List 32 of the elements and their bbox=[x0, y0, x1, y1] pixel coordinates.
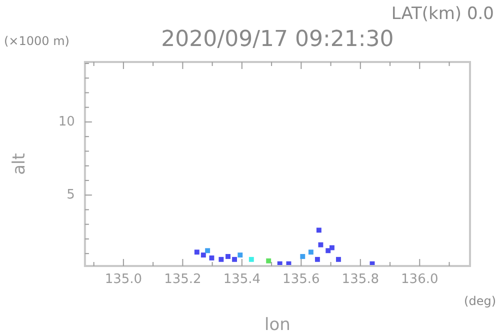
x-tick-label: 135.6 bbox=[282, 272, 320, 288]
x-tick-label: 135.0 bbox=[104, 272, 142, 288]
point bbox=[336, 256, 341, 262]
text: (deg) bbox=[464, 294, 496, 308]
x-tick-label: 135.2 bbox=[164, 272, 202, 288]
point bbox=[232, 256, 237, 262]
y-tick-label: 5 bbox=[66, 187, 75, 202]
point bbox=[329, 245, 334, 250]
point bbox=[205, 248, 210, 254]
y-tick-label: 10 bbox=[58, 114, 75, 130]
point bbox=[209, 255, 214, 260]
point bbox=[238, 252, 243, 258]
point bbox=[326, 248, 331, 254]
x-tick-label: 135.8 bbox=[342, 272, 380, 288]
point bbox=[300, 254, 306, 259]
point bbox=[314, 256, 320, 262]
x-tick-label: 136.0 bbox=[401, 272, 438, 288]
point bbox=[316, 228, 322, 233]
point bbox=[200, 252, 206, 258]
point bbox=[318, 242, 324, 248]
chart-title: 2020/09/17 09:21:30 bbox=[161, 27, 394, 52]
text: (×1000 m) bbox=[4, 34, 70, 48]
point bbox=[218, 256, 224, 262]
point bbox=[266, 258, 272, 264]
text: LAT(km) 0.0 bbox=[391, 4, 494, 24]
point bbox=[248, 256, 254, 262]
point bbox=[194, 250, 200, 255]
point bbox=[308, 250, 314, 255]
x-axis-title: lon bbox=[264, 315, 290, 336]
y-axis-title: alt bbox=[10, 152, 30, 175]
point bbox=[226, 254, 230, 259]
x-tick-label: 135.4 bbox=[223, 272, 261, 288]
